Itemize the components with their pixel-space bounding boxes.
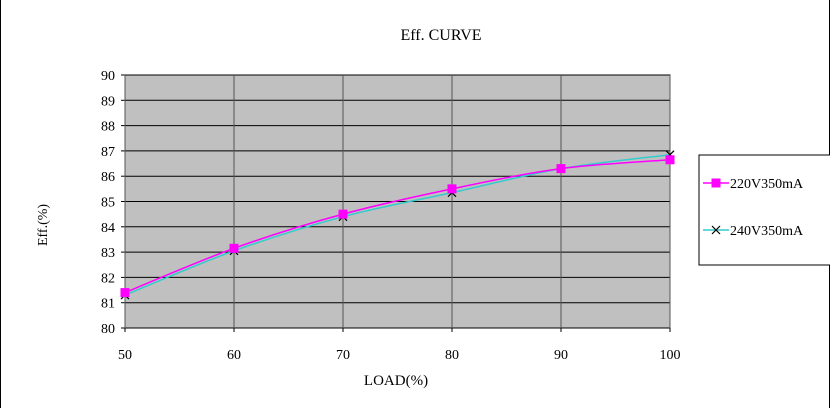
data-point-220V350mA [338,209,348,219]
y-tick-label: 83 [101,246,115,261]
legend-box [698,154,830,266]
y-tick-label: 90 [101,69,115,84]
y-tick-label: 88 [101,120,115,135]
x-tick-label: 50 [118,348,132,363]
y-tick-label: 80 [101,322,115,337]
legend-marker [711,225,721,235]
data-point-220V350mA [556,164,566,174]
y-tick-label: 82 [101,271,115,286]
y-tick-label: 81 [101,297,115,312]
y-tick-label: 85 [101,196,115,211]
series-line-220V350mA [124,159,671,294]
legend-marker [711,178,721,188]
data-point-220V350mA [665,155,675,165]
legend-label: 220V350mA [730,177,804,192]
data-point-220V350mA [120,288,130,298]
y-tick-label: 86 [101,170,115,185]
x-tick-label: 70 [336,348,350,363]
data-point-220V350mA [447,184,457,194]
y-axis-label: Eff.(%) [36,204,51,246]
chart-title: Eff. CURVE [400,27,481,44]
y-tick-label: 87 [101,145,115,160]
legend-label: 240V350mA [730,224,804,239]
x-tick-label: 100 [660,348,681,363]
y-tick-label: 84 [101,221,115,236]
y-tick-label: 89 [101,94,115,109]
x-axis-label: LOAD(%) [364,373,428,389]
data-point-220V350mA [229,243,239,253]
x-tick-label: 60 [227,348,241,363]
x-tick-label: 80 [445,348,459,363]
x-tick-label: 90 [554,348,568,363]
